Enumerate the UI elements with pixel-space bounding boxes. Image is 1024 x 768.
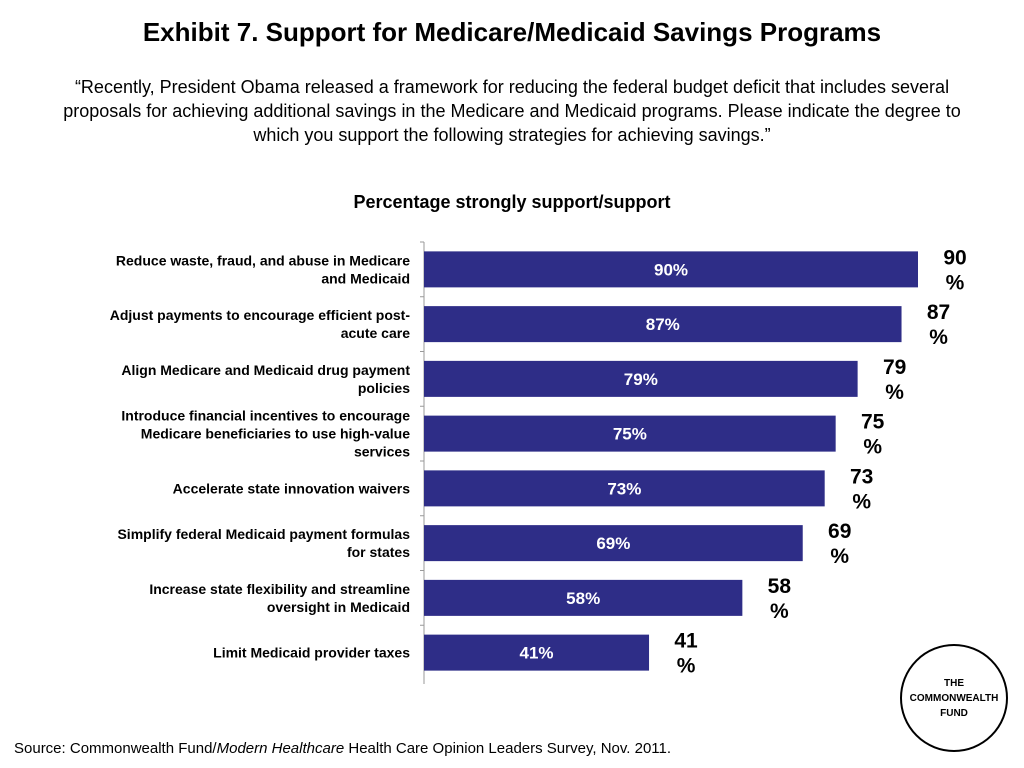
- category-label: and Medicaid: [321, 270, 410, 286]
- category-label: Increase state flexibility and streamlin…: [149, 581, 410, 597]
- bar: [424, 634, 650, 671]
- category-label: acute care: [341, 325, 410, 341]
- bar-value-label: 90%: [654, 260, 688, 279]
- outside-value-label: %: [830, 545, 849, 568]
- outside-value-label: 87: [927, 301, 950, 324]
- outside-value-label: 58: [768, 575, 792, 598]
- category-label: Reduce waste, fraud, and abuse in Medica…: [116, 252, 410, 268]
- bar: [424, 525, 803, 562]
- bar-value-label: 58%: [566, 589, 600, 608]
- outside-value-label: 90: [943, 246, 966, 269]
- bar-value-label: 41%: [520, 644, 554, 663]
- chart-title: Percentage strongly support/support: [353, 192, 671, 212]
- bar: [424, 306, 902, 343]
- bar-value-label: 79%: [624, 370, 658, 389]
- source-prefix: Source: Commonwealth Fund/: [14, 740, 217, 757]
- outside-value-label: %: [677, 655, 696, 678]
- bar: [424, 251, 918, 288]
- bar-value-label: 75%: [613, 425, 647, 444]
- outside-value-label: 73: [850, 465, 873, 488]
- source-note: Source: Commonwealth Fund/Modern Healthc…: [14, 739, 671, 759]
- category-label: Align Medicare and Medicaid drug payment: [121, 362, 410, 378]
- bar-value-label: 69%: [596, 534, 630, 553]
- category-label: oversight in Medicaid: [267, 599, 410, 615]
- category-label: Introduce financial incentives to encour…: [121, 408, 410, 424]
- outside-value-label: 75: [861, 411, 885, 434]
- page-title: Exhibit 7. Support for Medicare/Medicaid…: [142, 17, 882, 47]
- outside-value-label: %: [852, 490, 871, 513]
- category-label: Simplify federal Medicaid payment formul…: [117, 526, 410, 542]
- bar-value-label: 87%: [646, 315, 680, 334]
- category-label: policies: [358, 380, 410, 396]
- bar: [424, 360, 858, 397]
- source-suffix: Health Care Opinion Leaders Survey, Nov.…: [344, 740, 672, 757]
- source-italic: Modern Healthcare: [216, 740, 345, 757]
- outside-value-label: %: [770, 600, 789, 623]
- category-label: services: [354, 444, 410, 460]
- outside-value-label: 41: [674, 630, 698, 653]
- category-label: Medicare beneficiaries to use high-value: [141, 426, 410, 442]
- bar: [424, 579, 743, 616]
- bar-value-label: 73%: [607, 479, 641, 498]
- commonwealth-fund-logo: THE COMMONWEALTH FUND: [900, 644, 1008, 752]
- bar: [424, 415, 836, 452]
- outside-value-label: 79: [883, 356, 906, 379]
- category-label: Accelerate state innovation waivers: [173, 480, 411, 496]
- outside-value-label: %: [863, 436, 882, 459]
- outside-value-label: %: [946, 271, 965, 294]
- category-label: Adjust payments to encourage efficient p…: [110, 307, 411, 323]
- outside-value-label: 69: [828, 520, 851, 543]
- category-label: for states: [347, 544, 410, 560]
- survey-question: “Recently, President Obama released a fr…: [63, 77, 961, 145]
- outside-value-label: %: [929, 326, 948, 349]
- bar: [424, 470, 825, 507]
- category-label: Limit Medicaid provider taxes: [213, 645, 410, 661]
- outside-value-label: %: [885, 381, 904, 404]
